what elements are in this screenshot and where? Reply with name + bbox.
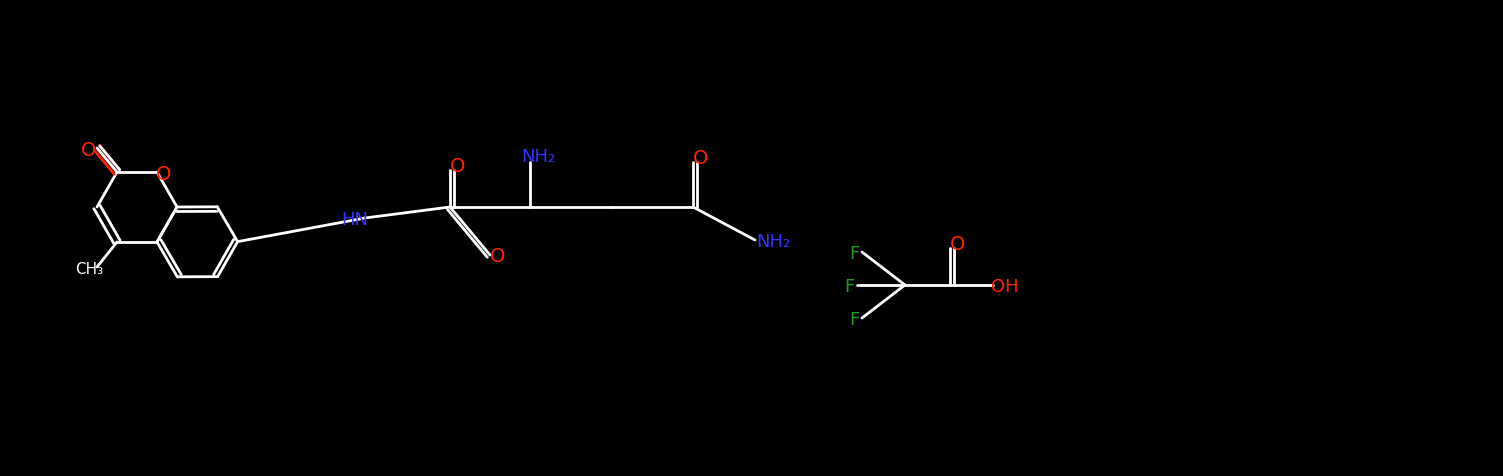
Text: O: O [451, 158, 466, 177]
Text: CH₃: CH₃ [75, 261, 104, 277]
Text: NH₂: NH₂ [522, 148, 555, 166]
Text: F: F [843, 278, 854, 296]
Text: HN: HN [341, 211, 368, 229]
Text: OH: OH [990, 278, 1019, 296]
Text: F: F [849, 311, 860, 329]
Text: O: O [156, 165, 171, 184]
Text: O: O [950, 236, 966, 255]
Text: NH₂: NH₂ [756, 233, 791, 251]
Text: O: O [693, 149, 709, 169]
Text: F: F [849, 245, 860, 263]
Text: O: O [81, 140, 96, 159]
Text: O: O [490, 248, 505, 267]
